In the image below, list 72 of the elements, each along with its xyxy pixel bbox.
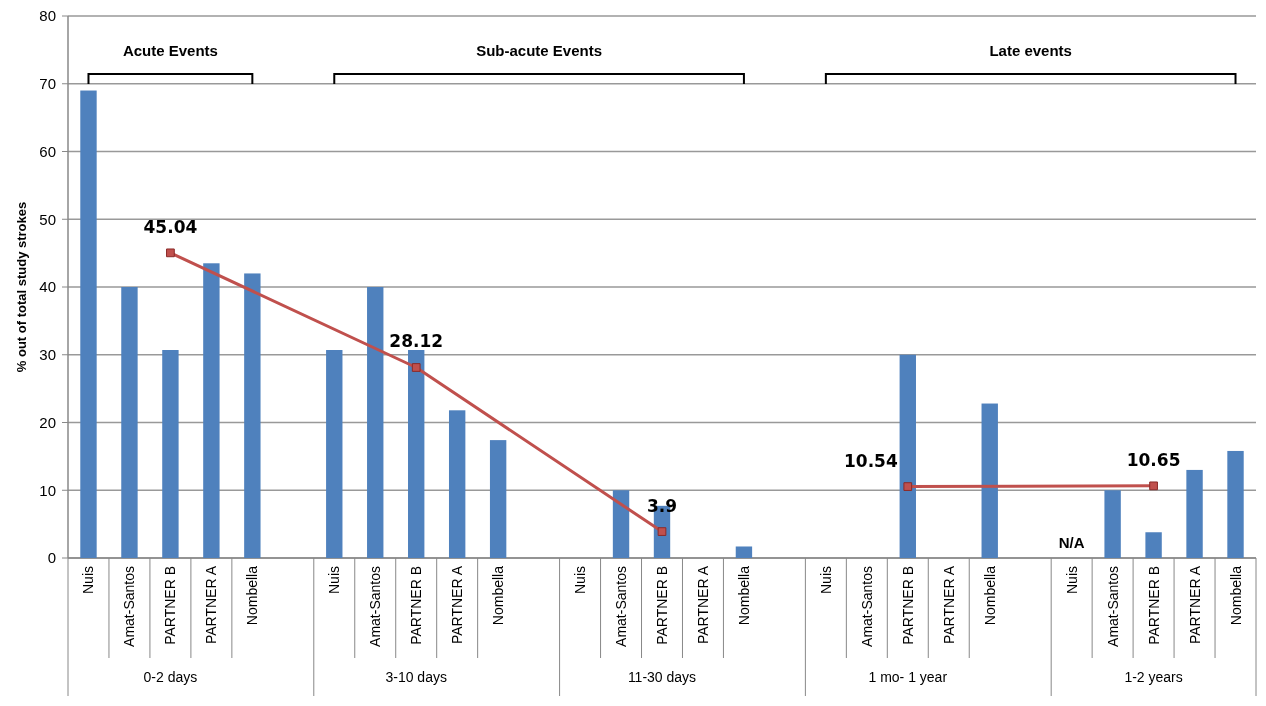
bar — [203, 263, 220, 558]
point — [166, 248, 175, 258]
x-tick-label: PARTNER A — [940, 565, 957, 645]
x-tick-label: Amat-Santos — [1104, 566, 1121, 647]
bar — [1186, 469, 1203, 558]
bar — [162, 350, 179, 558]
point — [903, 482, 913, 491]
annotation: Sub-acute Events — [476, 42, 603, 59]
bar — [1104, 490, 1121, 558]
y-tick-label: 70 — [39, 75, 56, 92]
x-tick-label: Nuis — [817, 566, 834, 595]
x-tick-label: Amat-Santos — [613, 566, 630, 647]
bar — [899, 354, 916, 558]
data-label: 28.12 — [389, 331, 444, 352]
text: 1-2 years — [1124, 669, 1183, 685]
data-label: 10.65 — [1126, 449, 1181, 470]
data-label: 45.04 — [143, 216, 198, 237]
data-label: 3.9 — [646, 495, 678, 516]
text: 0-2 days — [143, 669, 198, 685]
x-tick-label: Amat-Santos — [367, 566, 384, 647]
bar — [1227, 450, 1244, 558]
x-tick-label: PARTNER A — [1186, 565, 1203, 645]
x-tick-label: Nombella — [244, 565, 261, 626]
x-tick-label: Nombella — [1227, 565, 1244, 626]
data-label: 10.54 — [844, 450, 898, 471]
bar — [121, 287, 138, 558]
text: 11-30 days — [627, 669, 697, 685]
bar — [448, 410, 466, 558]
point — [411, 363, 421, 372]
y-tick-label: 0 — [47, 549, 56, 567]
bar — [326, 350, 343, 558]
bar — [981, 403, 998, 558]
x-tick-label: PARTNER A — [694, 565, 711, 645]
point — [1149, 481, 1158, 491]
text: 3-10 days — [385, 669, 447, 685]
bar — [80, 90, 97, 558]
annotation: Late events — [989, 42, 1072, 59]
x-tick-label: Nuis — [80, 566, 97, 595]
bar — [408, 350, 425, 558]
y-tick-label: 40 — [39, 278, 56, 296]
x-tick-label: Nuis — [1063, 566, 1080, 595]
x-tick-label: Nombella — [981, 565, 998, 626]
bar — [612, 490, 630, 558]
point — [657, 527, 667, 536]
x-tick-label: Nombella — [735, 565, 752, 626]
x-tick-label: PARTNER B — [1145, 566, 1162, 645]
bar — [367, 287, 384, 558]
bar — [735, 546, 753, 558]
y-axis-title: % out of total study strokes — [14, 201, 29, 373]
bar — [489, 440, 507, 558]
x-tick-label: Amat-Santos — [121, 566, 138, 647]
x-tick-label: PARTNER A — [449, 565, 466, 645]
y-tick-label: 50 — [39, 210, 56, 228]
bar — [1145, 532, 1162, 558]
y-tick-label: 30 — [39, 346, 56, 363]
x-tick-label: PARTNER B — [162, 566, 179, 645]
x-tick-label: PARTNER A — [203, 565, 220, 645]
y-tick-label: 60 — [39, 142, 56, 160]
x-tick-label: Nuis — [326, 566, 343, 595]
x-tick-label: PARTNER B — [408, 566, 425, 645]
x-tick-label: PARTNER B — [899, 566, 916, 645]
x-tick-label: PARTNER B — [654, 566, 670, 645]
bar — [244, 273, 261, 558]
x-tick-label: Nuis — [572, 566, 589, 595]
y-tick-label: 80 — [39, 7, 56, 25]
text: N/A — [1058, 534, 1085, 551]
x-tick-label: Nombella — [490, 565, 507, 626]
annotation: Acute Events — [122, 42, 218, 59]
x-tick-label: Amat-Santos — [858, 566, 875, 647]
y-tick-label: 20 — [39, 413, 56, 431]
text: 1 mo- 1 year — [868, 669, 948, 685]
y-tick-label: 10 — [39, 481, 56, 499]
